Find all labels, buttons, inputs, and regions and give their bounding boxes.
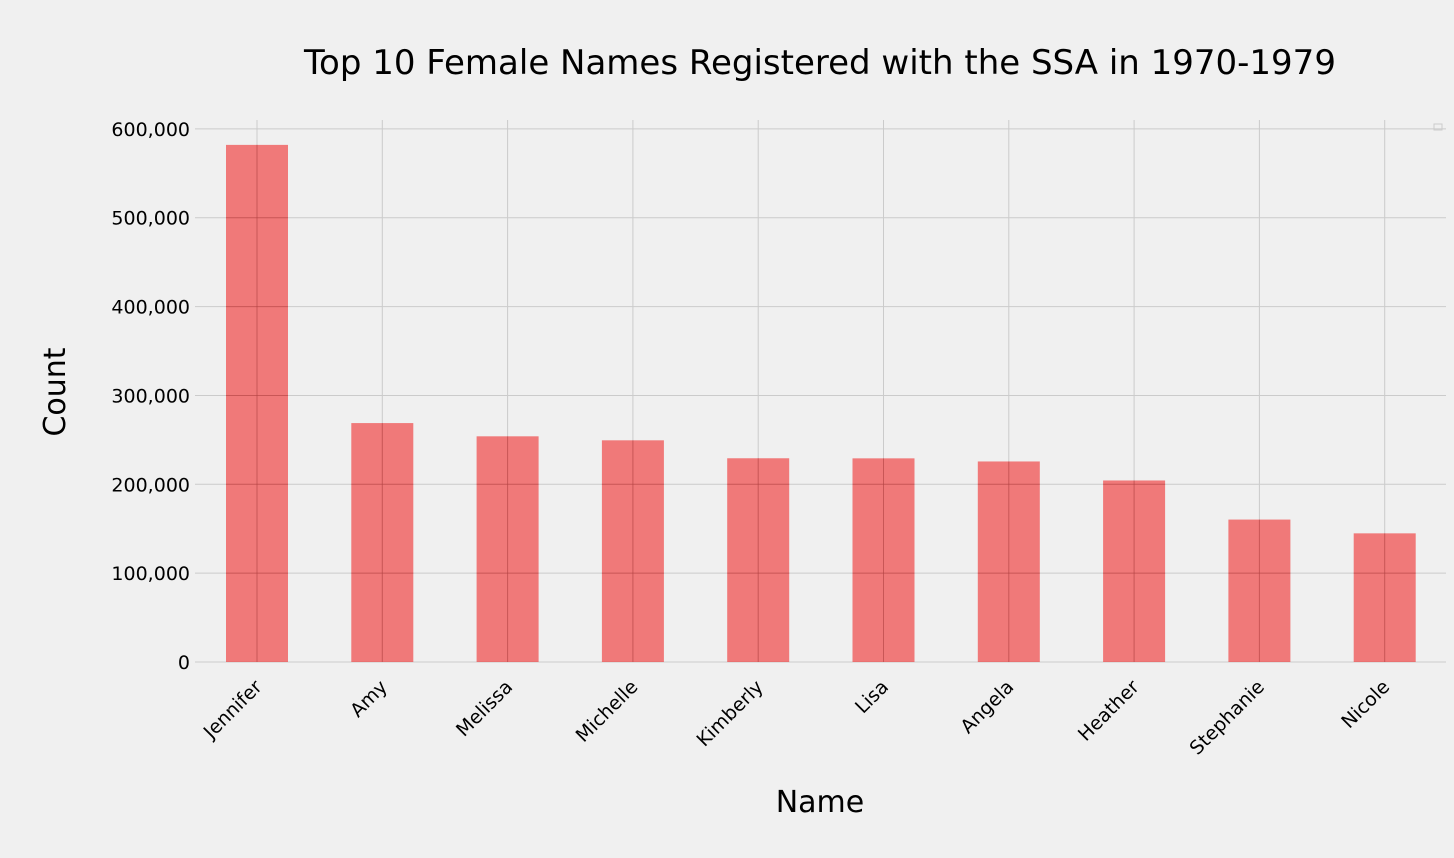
bar-jennifer xyxy=(226,144,288,663)
bar-stephanie xyxy=(1228,519,1291,662)
y-tick-label: 500,000 xyxy=(111,208,190,230)
y-axis-ticks: 0 100,000 200,000 300,000 400,000 500,000 600,… xyxy=(111,119,190,674)
x-axis-label: Name xyxy=(776,785,865,820)
y-tick-label: 600,000 xyxy=(111,119,190,141)
bar-angela xyxy=(977,461,1040,662)
y-tick-label: 400,000 xyxy=(111,297,190,319)
bar-heather xyxy=(1103,480,1166,662)
y-tick-label: 100,000 xyxy=(111,563,190,585)
y-tick-label: 200,000 xyxy=(111,474,190,496)
chart-title: Top 10 Female Names Registered with the … xyxy=(303,43,1336,83)
bar-michelle xyxy=(601,440,664,662)
bar-nicole xyxy=(1353,533,1416,662)
bar-melissa xyxy=(476,436,539,662)
bar-lisa xyxy=(852,458,915,662)
bar-amy xyxy=(351,423,414,662)
legend-marker xyxy=(1433,123,1443,131)
y-axis-label: Count xyxy=(38,347,73,436)
bars xyxy=(226,144,1416,663)
y-tick-label: 300,000 xyxy=(111,385,190,407)
y-tick-label: 0 xyxy=(178,652,190,674)
bar-kimberly xyxy=(727,458,790,662)
grid-overlay xyxy=(226,144,1416,662)
